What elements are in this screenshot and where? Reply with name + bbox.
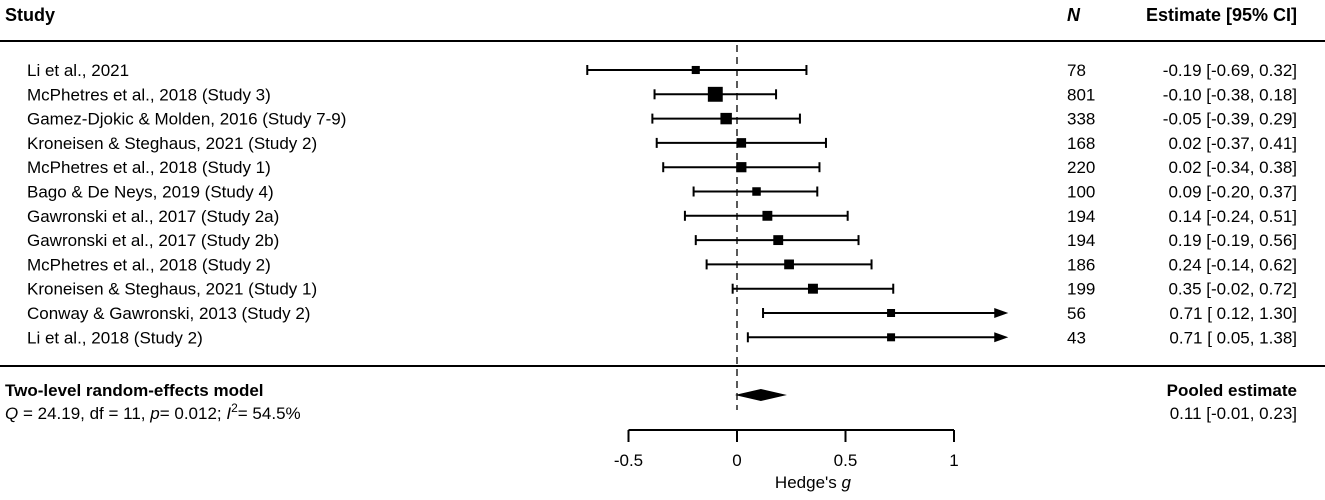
study-row: Conway & Gawronski, 2013 (Study 2) 56 0.71… <box>27 304 1297 323</box>
study-n: 801 <box>1067 85 1095 104</box>
estimate-square <box>773 235 784 246</box>
stats-part: Q <box>5 404 18 423</box>
ci-upper-arrow <box>994 332 1009 343</box>
stats-part: = 54.5% <box>238 404 301 423</box>
study-n: 186 <box>1067 255 1095 274</box>
x-tick-label: -0.5 <box>614 451 643 470</box>
estimate-square <box>752 187 761 196</box>
study-estimate-text: 0.02 [-0.34, 0.38] <box>1168 158 1297 177</box>
stats-part: I <box>226 404 231 423</box>
study-row: McPhetres et al., 2018 (Study 3) 801 -0.10… <box>27 85 1297 104</box>
study-estimate-text: 0.35 [-0.02, 0.72] <box>1168 280 1297 299</box>
study-n: 100 <box>1067 183 1095 202</box>
study-row: McPhetres et al., 2018 (Study 2) 186 0.24 … <box>27 255 1297 274</box>
pooled-estimate-text: 0.11 [-0.01, 0.23] <box>1170 404 1297 423</box>
study-label: McPhetres et al., 2018 (Study 2) <box>27 255 271 274</box>
header-study: Study <box>5 5 55 25</box>
study-label: Li et al., 2021 <box>27 61 129 80</box>
study-label: Li et al., 2018 (Study 2) <box>27 328 203 347</box>
study-n: 168 <box>1067 134 1095 153</box>
study-row: Gawronski et al., 2017 (Study 2a) 194 0.14… <box>27 207 1297 226</box>
x-axis-label-main: Hedge's <box>775 473 842 492</box>
study-estimate-text: 0.71 [ 0.12, 1.30] <box>1169 304 1297 323</box>
estimate-square <box>736 162 747 173</box>
study-label: Conway & Gawronski, 2013 (Study 2) <box>27 304 310 323</box>
study-estimate-text: 0.02 [-0.37, 0.41] <box>1168 134 1297 153</box>
study-row: Li et al., 2021 78 -0.19 [-0.69, 0.32] <box>27 61 1297 80</box>
study-n: 43 <box>1067 328 1086 347</box>
header-estimate: Estimate [95% CI] <box>1146 5 1297 25</box>
estimate-square <box>736 138 747 148</box>
pooled-label: Pooled estimate <box>1167 381 1297 400</box>
estimate-square <box>784 259 794 270</box>
study-estimate-text: -0.19 [-0.69, 0.32] <box>1163 61 1297 80</box>
stats-part: = 24.19, df = 11, <box>18 404 150 423</box>
pooled-diamond <box>734 389 787 401</box>
estimate-square <box>887 333 896 342</box>
study-label: McPhetres et al., 2018 (Study 1) <box>27 158 271 177</box>
ci-upper-arrow <box>994 308 1009 318</box>
study-label: Gawronski et al., 2017 (Study 2b) <box>27 231 279 250</box>
study-n: 78 <box>1067 61 1086 80</box>
study-estimate-text: 0.09 [-0.20, 0.37] <box>1168 183 1297 202</box>
x-axis-label-italic: g <box>842 473 852 492</box>
estimate-square <box>807 283 818 294</box>
x-tick-label: 1 <box>949 451 958 470</box>
study-n: 194 <box>1067 207 1095 226</box>
x-tick-label: 0.5 <box>834 451 858 470</box>
stats-part: 2 <box>231 401 238 415</box>
study-estimate-text: 0.71 [ 0.05, 1.38] <box>1169 328 1297 347</box>
model-label: Two-level random-effects model <box>5 381 264 400</box>
study-row: Kroneisen & Steghaus, 2021 (Study 2) 168 0… <box>27 134 1297 153</box>
study-label: Kroneisen & Steghaus, 2021 (Study 1) <box>27 280 317 299</box>
study-row: Gawronski et al., 2017 (Study 2b) 194 0.19… <box>27 231 1297 250</box>
x-tick-label: 0 <box>732 451 741 470</box>
estimate-square <box>887 309 896 317</box>
study-row: Bago & De Neys, 2019 (Study 4) 100 0.09 [-… <box>27 183 1297 202</box>
estimate-square <box>691 65 700 75</box>
stats-part: p <box>149 404 159 423</box>
study-label: McPhetres et al., 2018 (Study 3) <box>27 85 271 104</box>
study-label: Gawronski et al., 2017 (Study 2a) <box>27 207 279 226</box>
stats-part: = 0.012; <box>160 404 227 423</box>
study-estimate-text: -0.10 [-0.38, 0.18] <box>1163 85 1297 104</box>
study-n: 199 <box>1067 280 1095 299</box>
heterogeneity-stats: Q = 24.19, df = 11, p= 0.012; I2= 54.5% <box>5 401 301 423</box>
header-n: N <box>1067 5 1081 25</box>
study-estimate-text: 0.24 [-0.14, 0.62] <box>1168 255 1297 274</box>
estimate-square <box>720 112 732 125</box>
study-estimate-text: 0.19 [-0.19, 0.56] <box>1168 231 1297 250</box>
study-label: Kroneisen & Steghaus, 2021 (Study 2) <box>27 134 317 153</box>
study-row: McPhetres et al., 2018 (Study 1) 220 0.02 … <box>27 158 1297 177</box>
study-n: 338 <box>1067 110 1095 129</box>
study-label: Bago & De Neys, 2019 (Study 4) <box>27 183 274 202</box>
study-n: 194 <box>1067 231 1095 250</box>
study-estimate-text: -0.05 [-0.39, 0.29] <box>1163 110 1297 129</box>
study-row: Gamez-Djokic & Molden, 2016 (Study 7-9) 3… <box>27 110 1297 129</box>
study-label: Gamez-Djokic & Molden, 2016 (Study 7-9) <box>27 110 346 129</box>
study-n: 220 <box>1067 158 1095 177</box>
study-n: 56 <box>1067 304 1086 323</box>
study-row: Li et al., 2018 (Study 2) 43 0.71 [ 0.05, … <box>27 328 1297 347</box>
study-estimate-text: 0.14 [-0.24, 0.51] <box>1168 207 1297 226</box>
estimate-square <box>707 86 723 102</box>
estimate-square <box>762 210 773 221</box>
study-row: Kroneisen & Steghaus, 2021 (Study 1) 199 0… <box>27 280 1297 299</box>
x-axis-label: Hedge's g <box>775 473 852 492</box>
